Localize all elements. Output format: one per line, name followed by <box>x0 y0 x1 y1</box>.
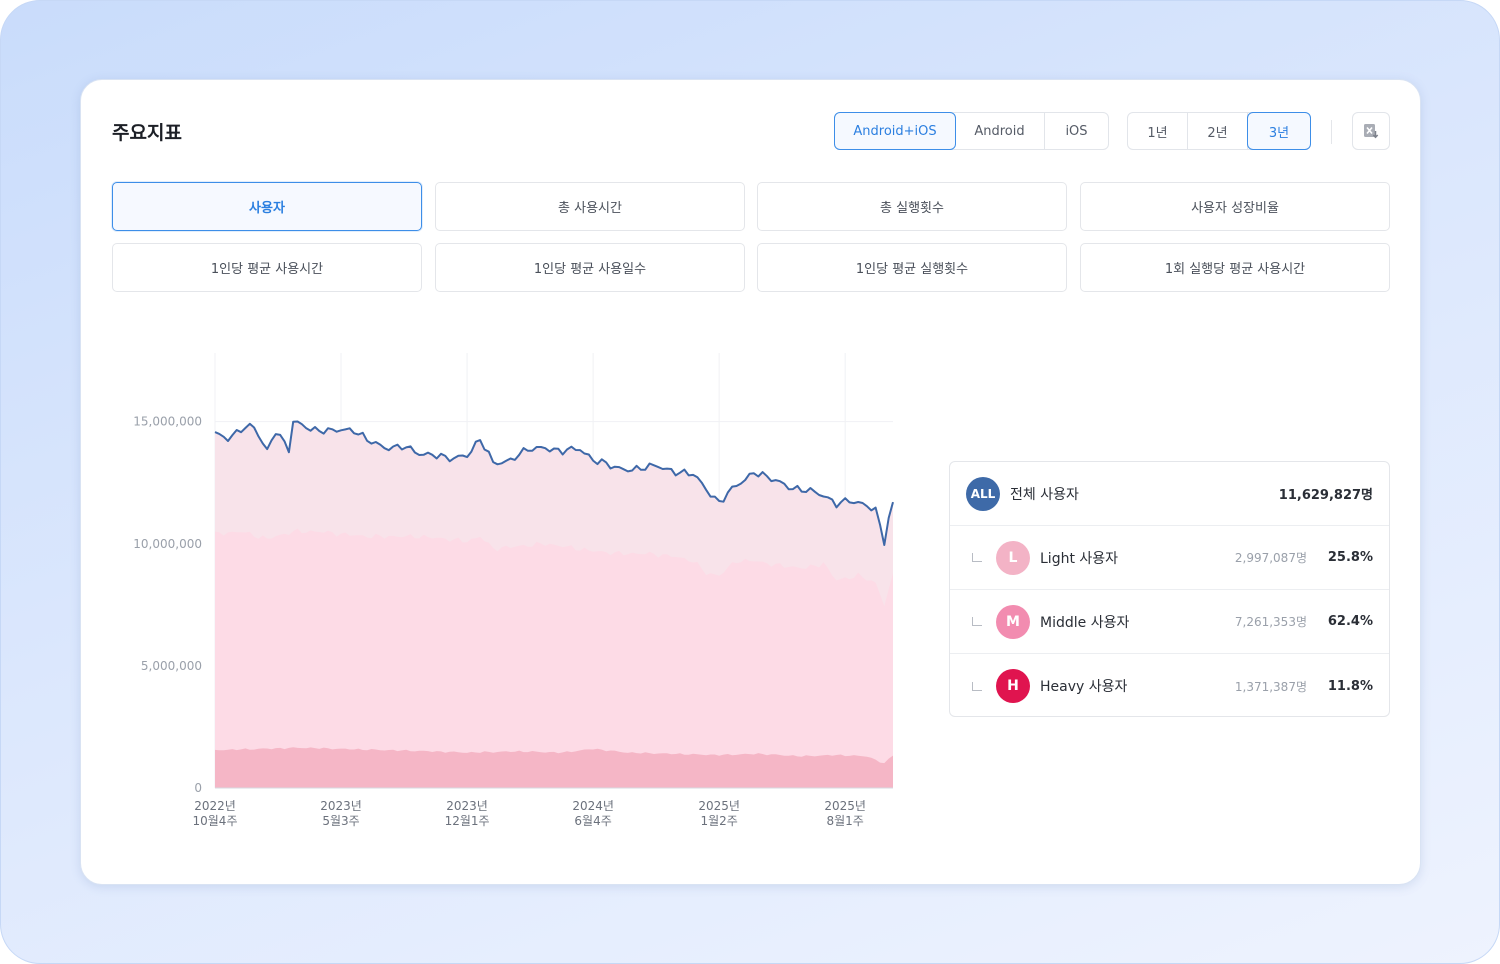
metric-total-usage-time[interactable]: 총 사용시간 <box>435 182 745 231</box>
x-tick-label: 12월1주 <box>445 814 490 828</box>
legend-light-label: Light 사용자 <box>1040 550 1119 567</box>
legend-middle-pct: 62.4% <box>1327 614 1373 629</box>
metric-avg-usage-days-per-user[interactable]: 1인당 평균 사용일수 <box>435 243 745 292</box>
y-tick-label: 10,000,000 <box>133 537 202 551</box>
excel-download-button[interactable] <box>1352 112 1390 150</box>
x-tick-label: 2023년 <box>446 799 488 813</box>
y-tick-label: 5,000,000 <box>141 659 202 673</box>
x-tick-label: 2023년 <box>320 799 362 813</box>
os-option-android[interactable]: Android <box>955 113 1045 149</box>
period-filter: 1년 2년 3년 <box>1127 112 1311 150</box>
x-tick-label: 2022년 <box>194 799 236 813</box>
page-title: 주요지표 <box>112 122 182 144</box>
legend-light-pct: 25.8% <box>1327 550 1373 565</box>
legend-panel: ALL 전체 사용자 11,629,827명 L Light 사용자 2,997… <box>949 461 1390 717</box>
y-tick-label: 0 <box>194 781 202 795</box>
metric-avg-usage-time-per-user[interactable]: 1인당 평균 사용시간 <box>112 243 422 292</box>
middle-badge: M <box>996 604 1030 639</box>
legend-all-label: 전체 사용자 <box>1010 486 1079 503</box>
legend-middle-count: 7,261,353명 <box>1234 615 1307 629</box>
legend-light-count: 2,997,087명 <box>1234 551 1307 565</box>
legend-row-heavy[interactable]: H Heavy 사용자 1,371,387명 11.8% <box>950 654 1389 718</box>
os-option-ios[interactable]: iOS <box>1065 123 1088 139</box>
legend-heavy-pct: 11.8% <box>1327 678 1373 694</box>
x-tick-label: 6월4주 <box>574 814 611 828</box>
users-area-chart: 0 5,000,000 10,000,000 15,000,000 2022년10월4… <box>133 353 894 828</box>
x-tick-label: 5월3주 <box>322 814 359 828</box>
legend-middle-label: Middle 사용자 <box>1040 614 1130 631</box>
legend-heavy-label: Heavy 사용자 <box>1040 679 1128 695</box>
excel-download-icon <box>1364 124 1379 139</box>
legend-all-count: 11,629,827명 <box>1278 488 1373 503</box>
period-option-1y[interactable]: 1년 <box>1128 113 1188 149</box>
os-filter: Android+iOS Android iOS <box>834 112 1109 150</box>
metric-total-launches[interactable]: 총 실행횟수 <box>757 182 1067 231</box>
y-tick-label: 15,000,000 <box>133 415 202 429</box>
legend-heavy-count: 1,371,387명 <box>1234 679 1307 694</box>
legend-row-all[interactable]: ALL 전체 사용자 11,629,827명 <box>950 462 1389 526</box>
period-option-3y[interactable]: 3년 <box>1247 112 1311 150</box>
series-area-heavy <box>215 747 893 788</box>
tree-branch-icon <box>972 553 982 562</box>
all-badge: ALL <box>966 476 1000 511</box>
series-area-middle <box>215 528 893 788</box>
tree-branch-icon <box>972 681 982 691</box>
legend-row-middle[interactable]: M Middle 사용자 7,261,353명 62.4% <box>950 590 1389 654</box>
light-badge: L <box>996 540 1030 575</box>
toolbar-divider <box>1331 120 1332 144</box>
series-line-total <box>214 420 894 546</box>
x-tick-label: 10월4주 <box>193 814 238 828</box>
x-tick-label: 2024년 <box>572 799 614 813</box>
heavy-badge: H <box>996 669 1030 703</box>
metric-users[interactable]: 사용자 <box>112 182 422 231</box>
os-option-all[interactable]: Android+iOS <box>834 112 956 150</box>
x-tick-label: 2025년 <box>824 799 866 813</box>
metric-avg-time-per-launch[interactable]: 1회 실행당 평균 사용시간 <box>1080 243 1390 292</box>
x-tick-label: 8월1주 <box>827 814 864 828</box>
period-option-2y[interactable]: 2년 <box>1188 113 1248 149</box>
tree-branch-icon <box>972 617 982 626</box>
x-tick-label: 2025년 <box>698 799 740 813</box>
x-tick-label: 1월2주 <box>700 814 737 828</box>
metric-user-growth-rate[interactable]: 사용자 성장비율 <box>1080 182 1390 231</box>
metric-avg-launches-per-user[interactable]: 1인당 평균 실행횟수 <box>757 243 1067 292</box>
legend-row-light[interactable]: L Light 사용자 2,997,087명 25.8% <box>950 526 1389 590</box>
main-card: 주요지표 Android+iOS Android iOS 1년 2년 3년 사용… <box>80 79 1421 885</box>
